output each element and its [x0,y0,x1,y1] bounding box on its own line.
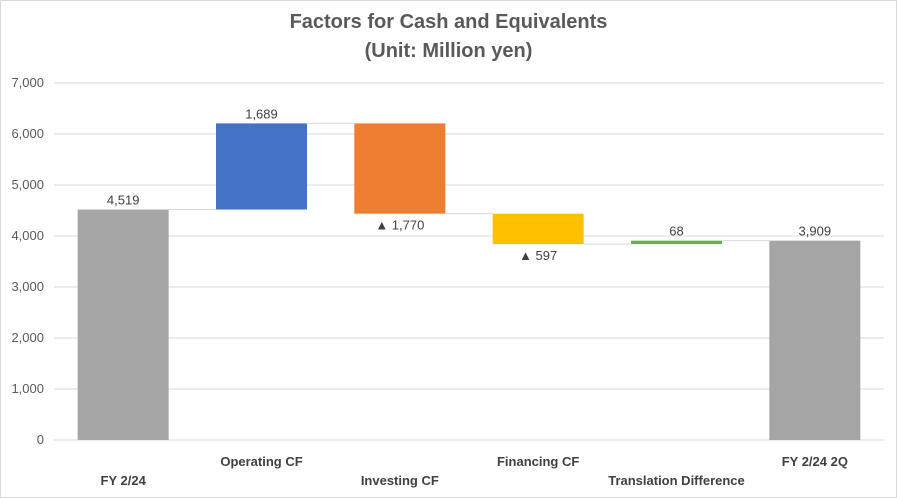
bar-3 [492,213,584,245]
x-tick-label: FY 2/24 [101,473,147,488]
y-tick-label: 0 [37,432,44,447]
bar-1 [216,123,307,210]
x-tick-label: Translation Difference [608,473,745,488]
data-label: ▲ 1,770 [375,218,424,233]
connectors [168,122,770,245]
data-label: 68 [669,224,683,239]
y-axis: 0 1,000 2,000 3,000 4,000 5,000 6,000 7,000 [11,75,44,447]
data-label: 3,909 [799,224,832,239]
data-label: 1,689 [245,106,278,121]
y-tick-label: 5,000 [11,177,44,192]
chart-title: Factors for Cash and Equivalents [289,11,608,33]
data-label: 4,519 [107,193,140,208]
bars [77,123,861,440]
bar-5 [769,240,861,440]
data-labels: 4,519 1,689 ▲ 1,770 ▲ 597 68 3,909 [107,106,831,263]
chart-subtitle: (Unit: Million yen) [364,40,533,62]
y-tick-label: 3,000 [11,279,44,294]
y-tick-label: 4,000 [11,228,44,243]
x-tick-label: Investing CF [361,473,439,488]
y-tick-label: 2,000 [11,330,44,345]
y-tick-label: 6,000 [11,126,44,141]
y-tick-label: 1,000 [11,381,44,396]
bar-2 [354,123,446,214]
gridlines [54,82,884,441]
x-tick-label: Operating CF [220,454,302,469]
x-tick-label: Financing CF [497,454,579,469]
y-tick-label: 7,000 [11,75,44,90]
bar-0 [77,209,169,440]
data-label: ▲ 597 [519,248,557,263]
bar-4 [631,240,722,245]
x-tick-label: FY 2/24 2Q [782,454,848,469]
x-axis: FY 2/24 Operating CF Investing CF Financing… [101,454,848,488]
